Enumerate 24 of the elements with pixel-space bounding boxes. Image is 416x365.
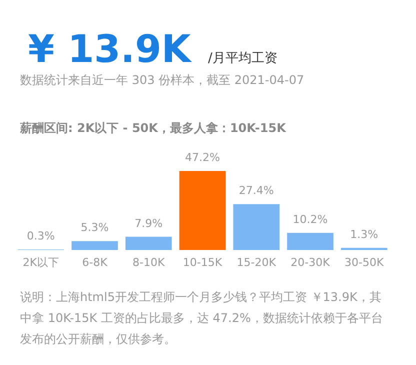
text: 薪酬区间: 2K以下 - 50K，最多人拿：10K-15K xyxy=(19,121,287,135)
text: 说明：上海html5开发工程师一个月多少钱？平均工资 ￥13.9K，其中拿 10K-15K 工资的占比最多，达 47.2%，数据统计依赖于各平台发布的公开薪酬，仅供参考。 xyxy=(20,290,383,346)
data-label: 47.2% xyxy=(185,151,220,164)
data-label: 10.2% xyxy=(292,212,328,226)
bar xyxy=(233,204,280,250)
chart-title: ¥ 13.9K xyxy=(28,27,192,71)
bar xyxy=(125,236,172,250)
bar xyxy=(72,241,118,250)
data-label: 27.4% xyxy=(238,184,274,198)
x-tick-label: 8-10K xyxy=(132,256,166,269)
text: 数据统计来自近一年 303 份样本，截至 2021-04-07 xyxy=(20,73,304,87)
x-tick-label: 15-20K xyxy=(236,256,277,269)
x-tick-label: 6-8K xyxy=(82,256,108,269)
data-label: 7.9% xyxy=(134,216,163,230)
x-tick-label: 30-50K xyxy=(344,256,385,269)
bar xyxy=(287,232,334,250)
data-label: 5.3% xyxy=(80,221,109,234)
data-label: 0.3% xyxy=(26,230,55,242)
data-label: 1.3% xyxy=(350,228,378,241)
bar xyxy=(179,171,226,250)
x-tick-label: 20-30K xyxy=(290,256,331,269)
x-tick-label: 2K以下 xyxy=(22,256,59,269)
x-tick-label: 10-15K xyxy=(182,256,223,269)
chart-subtitle: /月平均工资 xyxy=(208,51,278,66)
